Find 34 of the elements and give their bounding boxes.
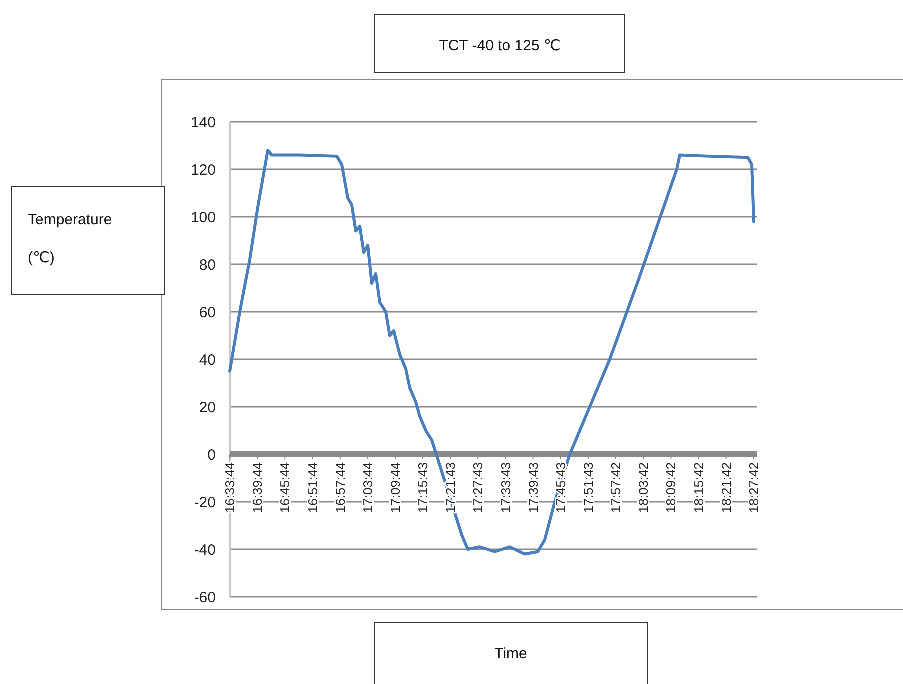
y-tick-label: 0	[208, 446, 216, 464]
x-tick-label: 18:15:42	[691, 462, 706, 514]
x-tick-label: 16:45:44	[278, 462, 293, 514]
x-tick-label: 16:51:44	[305, 462, 320, 514]
y-tick-label: 120	[190, 162, 216, 179]
text: Temperature (℃)	[28, 211, 112, 266]
x-tick-label: 17:21:43	[443, 462, 458, 514]
y-tick-label: -60	[194, 589, 216, 606]
x-tick-label: 18:09:42	[664, 462, 679, 514]
x-tick-label: 17:15:43	[416, 462, 431, 514]
chart-title: TCT -40 to 125 ℃	[439, 37, 561, 54]
x-tick-label: 16:33:44	[222, 462, 238, 514]
x-tick-label: 16:39:44	[250, 462, 266, 514]
x-tick-label: 18:21:42	[718, 462, 734, 514]
y-tick-label: 80	[199, 256, 216, 274]
y-tick-label: 40	[199, 352, 216, 369]
x-axis-title: Time	[494, 645, 528, 662]
y-tick-label: 100	[190, 209, 216, 226]
y-tick-label: 140	[190, 114, 216, 132]
x-tick-label: 17:27:43	[470, 462, 486, 514]
x-tick-label: 17:33:43	[498, 462, 514, 514]
x-tick-label: 17:57:42	[608, 462, 624, 514]
x-tick-label: 17:51:43	[581, 462, 596, 514]
y-tick-label: 60	[199, 304, 216, 322]
y-tick-label: 20	[199, 399, 216, 416]
x-tick-label: 17:39:43	[526, 462, 541, 514]
x-tick-label: 17:45:43	[553, 462, 568, 514]
x-tick-label: 17:09:44	[388, 462, 404, 514]
y-tick-label: -40	[194, 542, 216, 559]
x-tick-label: 18:27:42	[746, 462, 762, 514]
x-tick-label: 17:03:44	[360, 462, 376, 514]
x-tick-label: 16:57:44	[332, 462, 348, 514]
y-tick-label: -20	[194, 494, 216, 512]
x-tick-label: 18:03:42	[636, 462, 652, 514]
